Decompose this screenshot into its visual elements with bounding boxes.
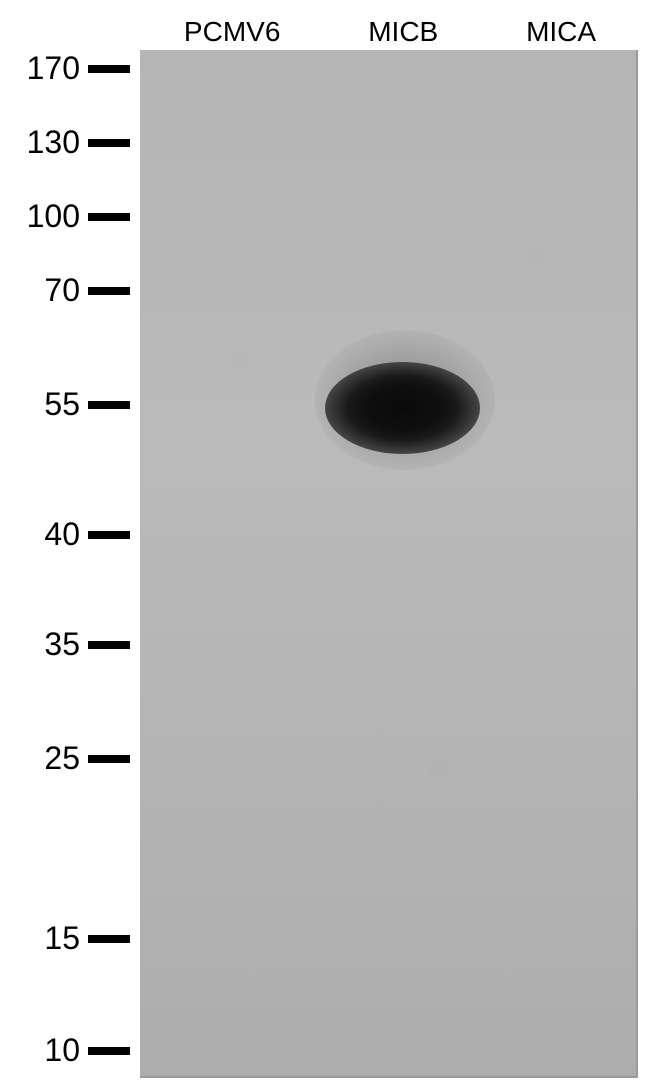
marker-tick-icon <box>88 65 130 73</box>
marker-170: 170 <box>10 50 130 87</box>
lane-labels-row: PCMV6 MICB MICA <box>140 16 640 48</box>
marker-value-100: 100 <box>10 198 80 235</box>
marker-tick-icon <box>88 287 130 295</box>
marker-tick-icon <box>88 139 130 147</box>
marker-tick-icon <box>88 935 130 943</box>
marker-tick-icon <box>88 531 130 539</box>
marker-40: 40 <box>10 516 130 553</box>
marker-tick-icon <box>88 755 130 763</box>
marker-value-70: 70 <box>10 272 80 309</box>
lane-label-mica: MICA <box>526 16 596 48</box>
marker-100: 100 <box>10 198 130 235</box>
marker-value-55: 55 <box>10 386 80 423</box>
marker-value-130: 130 <box>10 124 80 161</box>
marker-tick-icon <box>88 401 130 409</box>
marker-tick-icon <box>88 213 130 221</box>
western-blot-figure: PCMV6 MICB MICA 170 130 100 70 55 40 <box>0 0 650 1090</box>
marker-value-40: 40 <box>10 516 80 553</box>
marker-value-10: 10 <box>10 1032 80 1069</box>
marker-25: 25 <box>10 740 130 777</box>
marker-35: 35 <box>10 626 130 663</box>
blot-noise-texture <box>140 50 636 1076</box>
marker-value-15: 15 <box>10 920 80 957</box>
lane-label-pcmv6: PCMV6 <box>184 16 280 48</box>
marker-tick-icon <box>88 641 130 649</box>
marker-130: 130 <box>10 124 130 161</box>
marker-value-35: 35 <box>10 626 80 663</box>
marker-value-25: 25 <box>10 740 80 777</box>
protein-band-micb <box>325 362 480 454</box>
marker-10: 10 <box>10 1032 130 1069</box>
marker-value-170: 170 <box>10 50 80 87</box>
blot-membrane <box>140 50 638 1078</box>
marker-15: 15 <box>10 920 130 957</box>
marker-55: 55 <box>10 386 130 423</box>
marker-70: 70 <box>10 272 130 309</box>
lane-label-micb: MICB <box>368 16 438 48</box>
marker-tick-icon <box>88 1047 130 1055</box>
